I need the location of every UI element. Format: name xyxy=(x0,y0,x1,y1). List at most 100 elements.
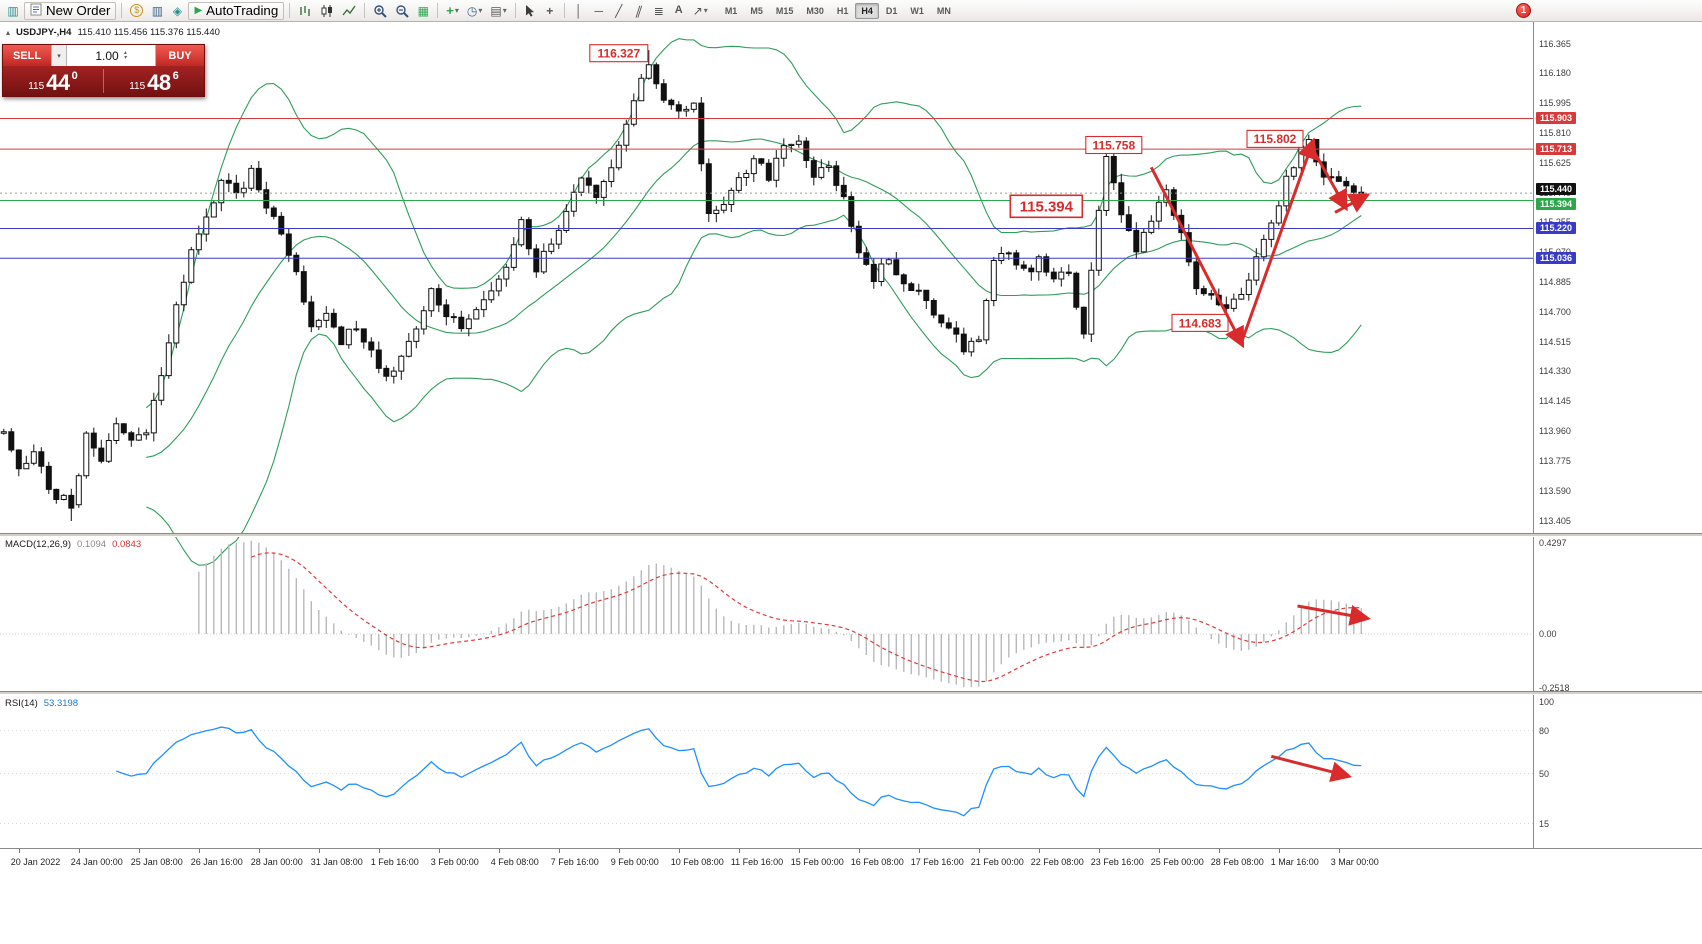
macd-tick: 0.00 xyxy=(1539,629,1557,639)
time-label: 9 Feb 00:00 xyxy=(610,857,659,867)
price-callout[interactable]: 115.758 xyxy=(1085,135,1143,155)
tile-windows-icon[interactable]: ▦ xyxy=(417,3,429,18)
time-label: 25 Jan 08:00 xyxy=(130,857,183,867)
navigator-icon[interactable]: ◈ xyxy=(172,3,183,18)
caret-down-icon: ▾ xyxy=(703,5,708,15)
toolbar-separator xyxy=(437,3,439,18)
time-tick xyxy=(738,849,740,853)
autotrading-label: AutoTrading xyxy=(206,3,279,18)
one-click-trading-panel: SELL ▾ 1.00 ▴ ▾ BUY 115 44 0 115 48 6 xyxy=(2,44,205,97)
lot-size-input[interactable]: 1.00 ▴ ▾ xyxy=(67,45,156,66)
timeframe-m15[interactable]: M15 xyxy=(775,5,794,16)
price-callout[interactable]: 116.327 xyxy=(589,44,649,63)
macd-tick: 0.4297 xyxy=(1539,538,1567,548)
sell-price[interactable]: 115 44 0 xyxy=(3,66,103,96)
time-tick xyxy=(258,849,260,853)
price-callout[interactable]: 115.394 xyxy=(1009,194,1084,219)
price-level-label: 115.440 xyxy=(1536,182,1577,195)
trendline-tool-icon[interactable]: ╱ xyxy=(615,3,623,18)
horizontal-line-tool-icon[interactable]: ─ xyxy=(594,3,603,18)
channel-tool-icon[interactable]: ∥ xyxy=(633,3,645,18)
new-chart-button[interactable]: + ▾ xyxy=(443,2,462,20)
line-chart-type-icon[interactable] xyxy=(339,2,359,20)
autotrading-button[interactable]: ▶ AutoTrading xyxy=(188,1,285,20)
timeframe-h1[interactable]: H1 xyxy=(836,5,849,16)
trend-arrow[interactable] xyxy=(1239,137,1318,344)
buy-pips: 48 xyxy=(147,70,171,95)
time-label: 3 Feb 00:00 xyxy=(430,857,479,867)
cursor-tool-icon[interactable] xyxy=(521,2,539,20)
text-tool-icon[interactable]: A xyxy=(674,4,683,16)
time-tick xyxy=(198,849,200,853)
timeframe-d1[interactable]: D1 xyxy=(885,5,898,16)
chart-header: ▴ USDJPY-,H4 115.410 115.456 115.376 115… xyxy=(6,27,220,38)
bar-chart-type-icon[interactable] xyxy=(295,2,315,20)
time-axis[interactable]: 20 Jan 2022 24 Jan 00:00 25 Jan 08:00 26 Ja… xyxy=(0,848,1702,874)
panel-separator-macd[interactable] xyxy=(0,533,1702,537)
trend-arrow[interactable] xyxy=(1313,152,1348,212)
arrows-tool-button[interactable]: ↗ ▾ xyxy=(690,2,711,20)
price-callout[interactable]: 115.802 xyxy=(1246,129,1304,148)
spinner-down-icon[interactable]: ▾ xyxy=(123,54,127,61)
timeframe-m30[interactable]: M30 xyxy=(806,5,824,16)
price-tick: 113.775 xyxy=(1539,455,1571,466)
notification-badge[interactable]: 1 xyxy=(1516,3,1531,18)
price-axis[interactable]: 116.365 116.180 115.995 115.810 115.625 115.4… xyxy=(1533,22,1702,872)
timeframe-w1[interactable]: W1 xyxy=(910,5,924,16)
bear-candles xyxy=(8,64,1365,509)
timeframe-mn[interactable]: MN xyxy=(936,5,951,16)
toolbar-separator xyxy=(514,3,516,18)
price-tick: 115.625 xyxy=(1539,157,1571,168)
profiles-button[interactable]: ◷ ▾ xyxy=(464,2,486,20)
timeframe-m5[interactable]: M5 xyxy=(750,5,763,16)
price-tick: 113.405 xyxy=(1539,515,1571,526)
price-callout[interactable]: 114.683 xyxy=(1171,313,1229,332)
data-window-icon[interactable]: ▥ xyxy=(151,3,164,18)
price-tick: 113.960 xyxy=(1539,426,1571,437)
time-label: 28 Feb 08:00 xyxy=(1210,857,1264,867)
time-tick xyxy=(918,849,920,853)
time-tick xyxy=(798,849,800,853)
trend-arrow[interactable] xyxy=(1297,604,1371,626)
candlestick-chart-type-icon[interactable] xyxy=(317,2,337,20)
rsi-tick: 15 xyxy=(1539,818,1550,829)
sell-button[interactable]: SELL xyxy=(3,45,51,66)
vertical-line-tool-icon[interactable]: │ xyxy=(574,3,583,18)
timeframe-m1[interactable]: M1 xyxy=(724,5,738,16)
spinner-up-icon[interactable]: ▴ xyxy=(123,49,127,56)
panel-separator-rsi[interactable] xyxy=(0,691,1702,695)
time-tick xyxy=(978,849,980,853)
time-label: 24 Jan 00:00 xyxy=(70,857,123,867)
price-tick: 114.515 xyxy=(1539,336,1571,347)
trend-arrow[interactable] xyxy=(1270,754,1353,783)
chart-canvas[interactable]: 116.327 115.758 115.802 115.394 114.683 xyxy=(0,0,1533,872)
time-label: 20 Jan 2022 xyxy=(10,857,61,867)
price-tick: 114.700 xyxy=(1539,306,1571,317)
zoom-out-icon[interactable] xyxy=(392,2,412,20)
arrow-tool-icon: ↗ xyxy=(692,3,703,18)
lot-spinner[interactable]: ▴ ▾ xyxy=(123,49,127,61)
fibonacci-tool-icon[interactable]: ≣ xyxy=(653,3,664,18)
time-label: 23 Feb 16:00 xyxy=(1090,857,1144,867)
buy-button[interactable]: BUY xyxy=(156,45,204,66)
time-label: 21 Feb 00:00 xyxy=(970,857,1024,867)
zoom-in-icon[interactable] xyxy=(370,2,390,20)
market-watch-icon[interactable]: $ xyxy=(127,2,146,20)
svg-text:116.327: 116.327 xyxy=(597,47,640,61)
chart-window-icon[interactable]: ▥ xyxy=(7,3,19,18)
trend-arrow[interactable] xyxy=(1334,193,1371,214)
time-label: 26 Jan 16:00 xyxy=(190,857,243,867)
new-order-button[interactable]: New Order xyxy=(24,1,117,20)
macd-name: MACD(12,26,9) xyxy=(5,539,71,550)
trend-arrow[interactable] xyxy=(1149,166,1245,349)
time-label: 1 Mar 16:00 xyxy=(1270,857,1319,867)
lot-dropdown[interactable]: ▾ xyxy=(51,45,67,66)
time-label: 3 Mar 00:00 xyxy=(1330,857,1379,867)
time-tick xyxy=(1278,849,1280,853)
time-tick xyxy=(1338,849,1340,853)
timeframe-buttons: M1 M5 M15 M30 H1 H4 D1 W1 MN xyxy=(719,2,957,19)
templates-button[interactable]: ▤ ▾ xyxy=(487,2,509,20)
buy-price[interactable]: 115 48 6 xyxy=(104,66,204,96)
timeframe-h4[interactable]: H4 xyxy=(855,2,879,19)
crosshair-tool-icon[interactable]: + xyxy=(546,3,554,18)
